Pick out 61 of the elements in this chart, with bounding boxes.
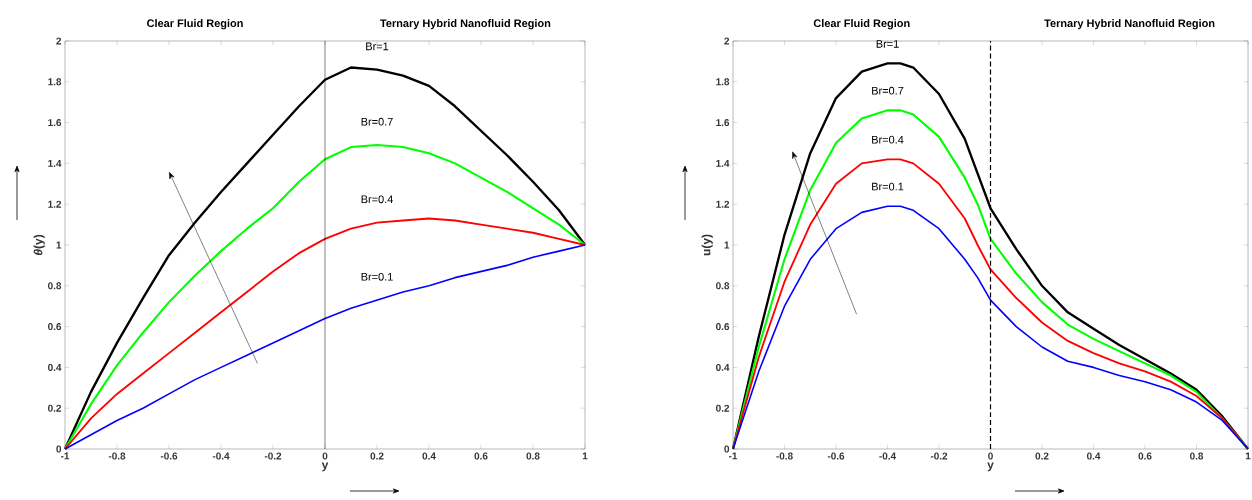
x-tick-label: 0: [988, 452, 993, 460]
x-tick-label: 0.2: [370, 452, 384, 460]
y-axis-title: u(y): [701, 234, 713, 256]
text: Ternary Hybrid Nanofluid Region: [380, 19, 551, 30]
y-tick-label: 0: [724, 445, 730, 453]
series-label: Br=0.1: [872, 182, 904, 191]
y-tick-label: 2: [56, 37, 62, 45]
x-tick-label: 0: [322, 452, 328, 460]
x-tick-label: -0.6: [827, 452, 845, 460]
x-tick-label: 0.6: [1138, 452, 1152, 460]
series-label: Br=0.4: [361, 195, 393, 204]
y-tick-label: 1: [724, 241, 730, 249]
series-label: Br=0.4: [872, 135, 904, 144]
x-tick-label: -0.8: [108, 452, 126, 460]
y-tick-label: 0.4: [716, 363, 730, 371]
x-tick-label: 0.2: [1035, 452, 1049, 460]
y-tick-label: 2: [724, 37, 730, 45]
x-tick-label: 0.8: [526, 452, 540, 460]
y-tick-label: 1.6: [48, 119, 62, 127]
y-tick-label: 1.8: [716, 78, 730, 86]
x-tick-label: -0.2: [930, 452, 948, 460]
x-tick-label: -0.8: [776, 452, 793, 460]
text: Clear Fluid Region: [813, 19, 910, 30]
y-tick-label: 0.8: [48, 282, 62, 290]
x-axis-title: y: [321, 462, 329, 472]
x-tick-label: 0.8: [1189, 452, 1204, 460]
series-label: Br=0.1: [361, 272, 393, 281]
y-tick-label: 0.2: [716, 404, 730, 412]
x-tick-label: -0.2: [264, 452, 282, 460]
y-tick-label: 0.4: [48, 363, 62, 371]
y-tick-label: 0.6: [48, 323, 62, 331]
x-tick-label: 0.4: [1086, 452, 1101, 460]
y-tick-label: 0.6: [716, 323, 730, 331]
y-tick-label: 1: [56, 241, 62, 249]
series-label: Br=0.7: [361, 117, 393, 126]
text: Clear Fluid Region: [147, 19, 243, 30]
text: Ternary Hybrid Nanofluid Region: [1044, 19, 1215, 30]
x-axis-title: y: [987, 462, 994, 472]
x-tick-label: -0.4: [879, 452, 897, 460]
x-tick-label: 1: [1245, 452, 1251, 460]
x-tick-label: 0.6: [474, 452, 488, 460]
y-tick-label: 1.2: [48, 200, 62, 208]
y-tick-label: 1.4: [716, 159, 730, 167]
y-tick-label: 0.2: [48, 404, 62, 412]
y-tick-label: 0.8: [716, 282, 730, 290]
x-tick-label: -0.6: [160, 452, 178, 460]
series-label: Br=0.7: [872, 86, 904, 95]
x-tick-label: -1: [728, 452, 738, 460]
y-tick-label: 1.4: [48, 159, 62, 167]
series-label: Br=1: [876, 40, 899, 48]
x-tick-label: -0.4: [212, 452, 230, 460]
y-tick-label: 1.2: [716, 200, 730, 208]
x-tick-label: -1: [60, 452, 70, 460]
y-tick-label: 1.8: [48, 78, 62, 86]
line-series: [732, 205, 1249, 450]
y-tick-label: 1.6: [716, 119, 730, 127]
x-tick-label: 1: [582, 452, 588, 460]
y-axis-title: θ(y): [33, 234, 45, 256]
x-tick-label: 0.4: [422, 452, 436, 460]
series-label: Br=1: [366, 42, 389, 51]
y-tick-label: 0: [56, 445, 62, 453]
